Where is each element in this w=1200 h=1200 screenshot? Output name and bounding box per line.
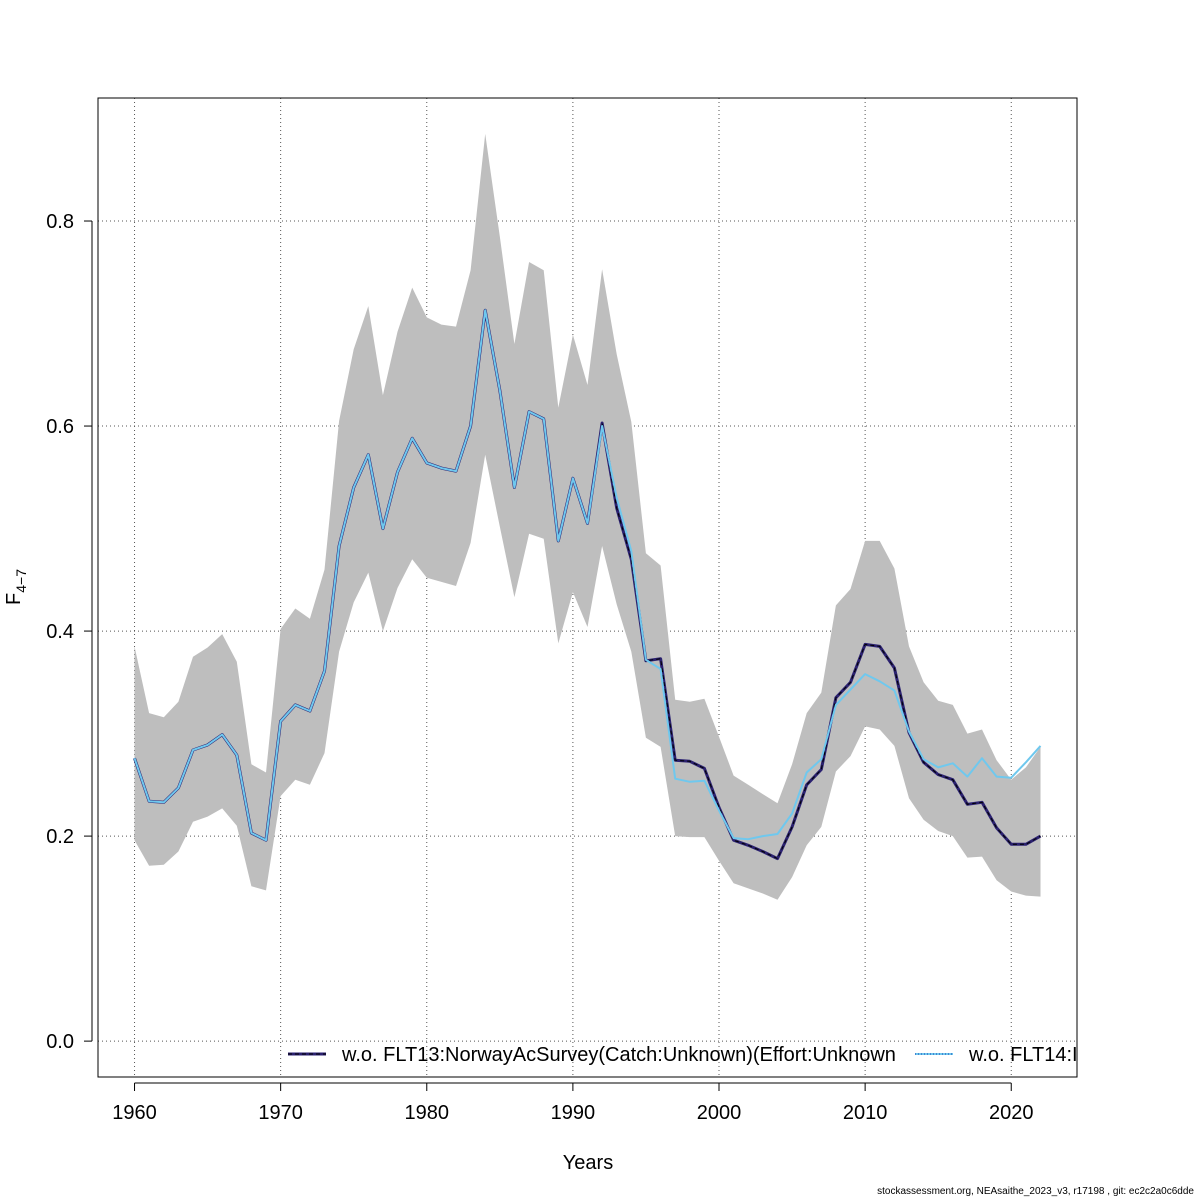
axes: 1960 1970 1980 1990 2000 2010 2020 0.0 0.2 0.4 0.6… xyxy=(46,211,1033,1124)
x-tick-label: 1960 xyxy=(112,1102,157,1124)
x-tick-label: 2000 xyxy=(697,1102,742,1124)
y-axis-title-main: F xyxy=(3,593,25,605)
y-tick-label: 0.2 xyxy=(46,826,74,848)
plot-frame xyxy=(97,97,1078,1078)
y-tick-label: 0.6 xyxy=(46,416,74,438)
x-tick-label: 2010 xyxy=(843,1102,888,1124)
x-tick-label: 1990 xyxy=(551,1102,596,1124)
x-tick-label: 1980 xyxy=(405,1102,450,1124)
y-tick-label: 0.8 xyxy=(46,211,74,233)
x-tick-label: 1970 xyxy=(258,1102,303,1124)
legend-label-flt13: w.o. FLT13:NorwayAcSurvey(Catch:Unknown)… xyxy=(341,1044,896,1066)
y-axis-title-subscript: 4−7 xyxy=(13,569,29,593)
x-tick-label: 2020 xyxy=(989,1102,1034,1124)
legend: w.o. FLT13:NorwayAcSurvey(Catch:Unknown)… xyxy=(288,1044,1078,1066)
series-layer xyxy=(133,308,1042,861)
footer-text: stockassessment.org, NEAsaithe_2023_v3, … xyxy=(877,1186,1194,1197)
series-line-flt14 xyxy=(133,309,1042,842)
y-tick-label: 0.4 xyxy=(46,621,74,643)
y-tick-label: 0.0 xyxy=(46,1031,74,1053)
y-axis-title: F4−7 xyxy=(3,569,29,605)
legend-label-flt14: w.o. FLT14:I xyxy=(968,1044,1078,1066)
x-axis-title: Years xyxy=(563,1152,613,1174)
